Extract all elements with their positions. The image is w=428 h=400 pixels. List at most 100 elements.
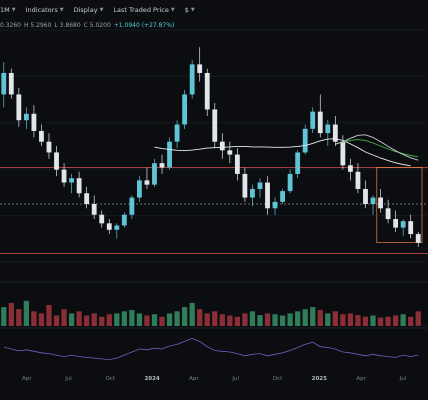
volume-bar: [279, 315, 286, 326]
volume-bar: [287, 313, 293, 326]
volume-bar: [317, 310, 323, 326]
candle: [99, 214, 105, 224]
ohlc-open: 0.3260: [0, 21, 21, 29]
candle: [385, 208, 391, 220]
price-type-selector[interactable]: Last Traded Price ▼: [113, 6, 174, 14]
interval-selector[interactable]: 1M ▼: [0, 6, 16, 14]
candle: [234, 154, 240, 174]
volume-bar: [181, 307, 188, 326]
ohlc-legend: 0.3260 H 5.2960 L 3.8680 C 5.0200 +1.094…: [0, 19, 174, 31]
candle: [212, 109, 218, 142]
volume-bar: [370, 315, 376, 326]
chevron-down-icon: ▼: [11, 6, 16, 13]
ohlc-high: H 5.2960: [24, 21, 52, 29]
candle: [393, 219, 399, 228]
candle: [355, 171, 361, 189]
x-axis-tick-label: Jul: [64, 376, 72, 382]
volume-bar: [242, 313, 248, 326]
volume-bar: [340, 314, 346, 326]
volume-bar: [99, 316, 105, 326]
volume-bar: [204, 313, 210, 326]
volume-bar: [219, 314, 225, 326]
interval-label: 1M: [0, 5, 10, 14]
x-axis-tick-label: Jul: [399, 376, 407, 382]
candle: [174, 124, 180, 142]
candle: [167, 141, 172, 168]
candle: [121, 214, 127, 226]
volume-bar: [1, 307, 7, 326]
volume-bar: [272, 314, 278, 326]
volume-bar: [114, 313, 120, 326]
volume-bar: [408, 316, 414, 326]
volume-bar: [8, 302, 14, 326]
volume-bar: [91, 313, 97, 326]
volume-bar: [16, 309, 22, 326]
display-button[interactable]: Display ▼: [74, 6, 104, 14]
price-type-label: Last Traded Price: [113, 5, 169, 14]
volume-bar: [310, 307, 316, 326]
candle: [280, 191, 286, 202]
candle: [152, 163, 157, 185]
candle: [114, 225, 120, 230]
candle: [23, 113, 29, 121]
candle: [182, 94, 188, 125]
chart-toolbar: 1M ▼ Indicators ▼ Display ▼ Last Traded …: [0, 0, 428, 19]
ohlc-change: +1.0940 (+27.87%): [113, 21, 175, 29]
candle: [250, 188, 255, 198]
volume-bar: [347, 313, 354, 326]
candle: [69, 178, 75, 183]
volume-bar: [46, 305, 52, 326]
volume-bar: [76, 311, 82, 326]
volume-bar: [295, 311, 301, 326]
candle: [31, 113, 37, 131]
volume-bar: [84, 315, 90, 326]
volume-bar: [174, 311, 180, 326]
candle: [317, 111, 323, 134]
candle: [54, 152, 59, 170]
candle: [46, 141, 52, 153]
volume-bar: [144, 315, 150, 326]
x-axis-tick-label: 2025: [312, 376, 327, 382]
candle: [415, 234, 421, 243]
candle: [378, 197, 383, 209]
volume-bar: [362, 316, 369, 326]
x-axis-tick-label: Apr: [189, 376, 199, 382]
candle: [61, 169, 67, 183]
volume-bar: [332, 311, 338, 326]
candle: [91, 204, 97, 215]
x-axis-tick-label: Jul: [231, 376, 239, 382]
candle: [8, 72, 14, 95]
candle: [257, 182, 263, 189]
chevron-down-icon: ▼: [59, 6, 64, 13]
candle: [76, 178, 82, 194]
currency-selector[interactable]: $ ▼: [185, 6, 195, 14]
x-axis-tick-label: Apr: [22, 376, 32, 382]
volume-bar: [121, 311, 127, 326]
candle: [363, 188, 368, 204]
volume-bar: [23, 300, 30, 326]
ohlc-close: C 5.0200: [83, 21, 111, 29]
chevron-down-icon: ▼: [190, 6, 195, 13]
volume-bar: [166, 313, 173, 326]
candle: [370, 197, 376, 204]
candle: [332, 124, 338, 142]
moving-average-line: [154, 138, 411, 167]
volume-bar: [264, 313, 271, 326]
indicators-button[interactable]: Indicators ▼: [26, 6, 64, 14]
volume-bar: [234, 316, 241, 326]
candle: [347, 165, 353, 172]
candle: [287, 173, 293, 192]
candle: [310, 111, 316, 129]
volume-bar: [31, 311, 37, 326]
candle: [197, 64, 203, 73]
candle: [204, 72, 210, 110]
volume-bar: [212, 311, 218, 326]
volume-bar: [355, 315, 361, 326]
volume-bar: [415, 311, 421, 326]
volume-bar: [302, 309, 308, 326]
candle: [400, 221, 406, 228]
volume-bar: [400, 314, 406, 326]
volume-bar: [249, 311, 256, 326]
